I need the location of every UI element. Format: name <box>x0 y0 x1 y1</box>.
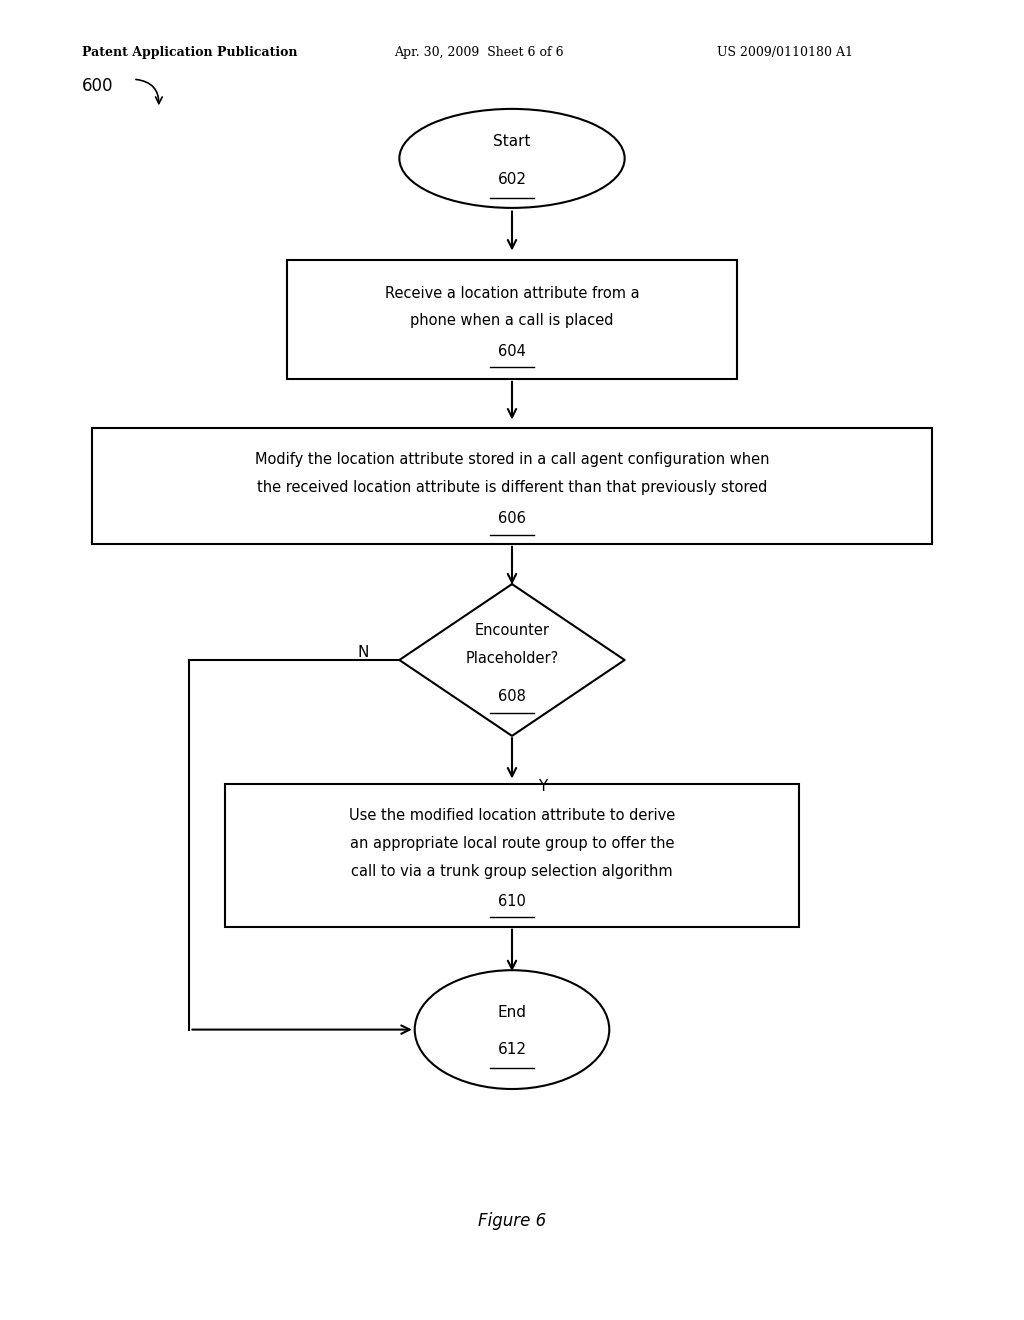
Text: 602: 602 <box>498 172 526 187</box>
Text: Use the modified location attribute to derive: Use the modified location attribute to d… <box>349 808 675 824</box>
Text: phone when a call is placed: phone when a call is placed <box>411 313 613 329</box>
Text: Y: Y <box>538 779 548 793</box>
Text: Encounter: Encounter <box>474 623 550 639</box>
Text: Patent Application Publication: Patent Application Publication <box>82 46 297 59</box>
Text: 600: 600 <box>82 77 114 95</box>
Text: US 2009/0110180 A1: US 2009/0110180 A1 <box>717 46 853 59</box>
Text: 604: 604 <box>498 343 526 359</box>
Text: the received location attribute is different than that previously stored: the received location attribute is diffe… <box>257 479 767 495</box>
Text: Figure 6: Figure 6 <box>478 1212 546 1230</box>
Bar <box>225 784 799 927</box>
Text: 612: 612 <box>498 1041 526 1057</box>
Text: Start: Start <box>494 133 530 149</box>
Text: 606: 606 <box>498 511 526 527</box>
Text: Placeholder?: Placeholder? <box>465 651 559 667</box>
Text: an appropriate local route group to offer the: an appropriate local route group to offe… <box>350 836 674 851</box>
Text: call to via a trunk group selection algorithm: call to via a trunk group selection algo… <box>351 863 673 879</box>
Text: Receive a location attribute from a: Receive a location attribute from a <box>385 285 639 301</box>
Text: 610: 610 <box>498 894 526 909</box>
Text: Apr. 30, 2009  Sheet 6 of 6: Apr. 30, 2009 Sheet 6 of 6 <box>394 46 564 59</box>
Text: Modify the location attribute stored in a call agent configuration when: Modify the location attribute stored in … <box>255 451 769 467</box>
Text: End: End <box>498 1005 526 1020</box>
Bar <box>287 260 737 379</box>
Bar <box>92 428 932 544</box>
Text: N: N <box>357 644 370 660</box>
Text: 608: 608 <box>498 689 526 705</box>
